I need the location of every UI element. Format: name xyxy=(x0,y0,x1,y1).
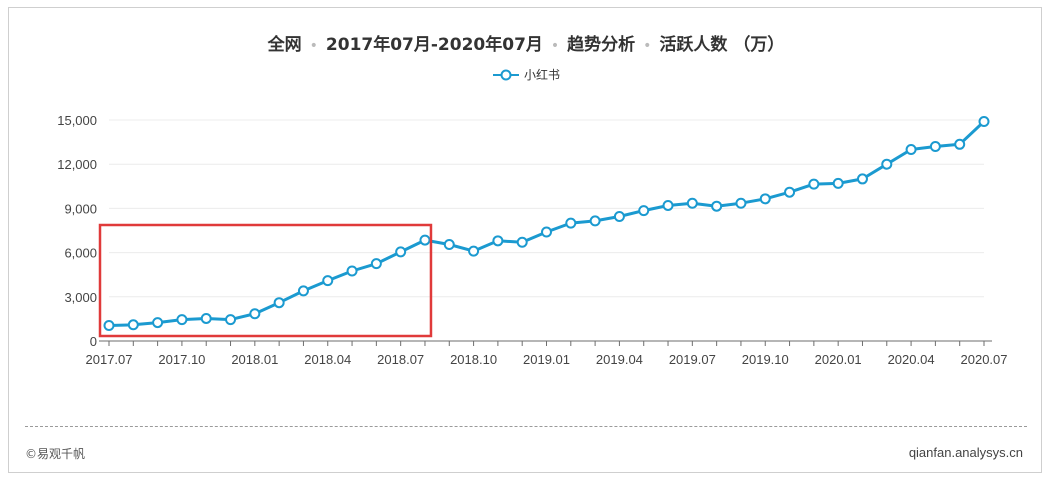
data-point xyxy=(541,226,552,238)
data-point xyxy=(613,211,625,223)
x-tick-label: 2019.10 xyxy=(742,352,789,367)
x-tick-label: 2020.07 xyxy=(961,352,1008,367)
data-point xyxy=(103,320,115,332)
data-point xyxy=(905,143,917,155)
data-point xyxy=(395,246,407,258)
data-point xyxy=(346,265,358,277)
title-separator: • xyxy=(309,38,318,54)
data-point xyxy=(200,312,212,324)
data-point xyxy=(759,193,771,205)
x-tick-label: 2019.04 xyxy=(596,352,643,367)
footer-divider xyxy=(25,426,1027,427)
data-point xyxy=(127,319,139,331)
data-point xyxy=(225,314,237,326)
data-point xyxy=(322,275,334,287)
data-point xyxy=(662,199,674,211)
x-tick-label: 2018.10 xyxy=(450,352,497,367)
title-metric: 活跃人数 （万） xyxy=(659,35,785,55)
y-tick-label: 0 xyxy=(90,334,97,349)
y-tick-label: 12,000 xyxy=(57,157,97,172)
copyright-text: ©易观千帆 xyxy=(25,447,86,461)
data-point xyxy=(589,215,601,227)
x-tick-label: 2018.07 xyxy=(377,352,424,367)
data-point xyxy=(443,238,455,250)
highlight-box xyxy=(98,223,433,338)
y-tick-label: 15,000 xyxy=(57,113,97,128)
data-point xyxy=(468,245,480,257)
title-separator: • xyxy=(643,38,652,54)
data-point xyxy=(978,115,990,127)
data-point xyxy=(419,234,431,246)
data-point xyxy=(832,177,844,189)
data-point xyxy=(711,200,723,212)
data-point xyxy=(370,258,382,270)
data-point xyxy=(152,317,164,329)
x-tick-label: 2020.04 xyxy=(888,352,935,367)
title-analysis-type: 趋势分析 xyxy=(567,35,636,55)
data-point xyxy=(784,186,796,198)
chart-card: 全网 • 2017年07月-2020年07月 • 趋势分析 • 活跃人数 （万） 小红书 0… xyxy=(8,7,1042,473)
data-point xyxy=(492,235,504,247)
legend-label: 小红书 xyxy=(523,68,560,82)
data-point xyxy=(565,217,577,229)
data-point xyxy=(735,197,747,209)
y-tick-label: 6,000 xyxy=(64,246,97,261)
data-point xyxy=(638,205,650,217)
chart-legend[interactable]: 小红书 xyxy=(9,66,1043,83)
y-tick-label: 9,000 xyxy=(64,201,97,216)
title-date-range: 2017年07月-2020年07月 xyxy=(325,35,543,55)
data-point xyxy=(808,178,820,190)
chart-title: 全网 • 2017年07月-2020年07月 • 趋势分析 • 活跃人数 （万） xyxy=(9,30,1043,55)
data-point xyxy=(297,285,309,297)
series-line-xiaohongshu xyxy=(108,120,986,327)
data-point xyxy=(686,197,698,209)
source-url: qianfan.analysys.cn xyxy=(908,445,1023,460)
x-tick-label: 2019.01 xyxy=(523,352,570,367)
x-tick-label: 2019.07 xyxy=(669,352,716,367)
y-tick-label: 3,000 xyxy=(64,290,97,305)
x-tick-label: 2018.04 xyxy=(304,352,351,367)
data-point xyxy=(954,138,966,150)
data-point xyxy=(881,158,893,170)
legend-line-icon xyxy=(492,69,519,80)
x-tick-label: 2018.01 xyxy=(231,352,278,367)
x-tick-label: 2020.01 xyxy=(815,352,862,367)
line-chart: 0 3,000 6,000 9,000 12,000 15,000 2017.07 2017.… xyxy=(57,113,1008,367)
data-point xyxy=(516,236,528,248)
x-tick-label: 2017.07 xyxy=(86,352,133,367)
data-point xyxy=(273,297,285,309)
x-tick-label: 2017.10 xyxy=(158,352,205,367)
data-point xyxy=(929,141,941,153)
title-scope: 全网 xyxy=(267,35,302,55)
data-point xyxy=(176,314,188,326)
title-separator: • xyxy=(550,38,560,54)
data-point xyxy=(856,173,868,185)
data-point xyxy=(249,308,261,320)
